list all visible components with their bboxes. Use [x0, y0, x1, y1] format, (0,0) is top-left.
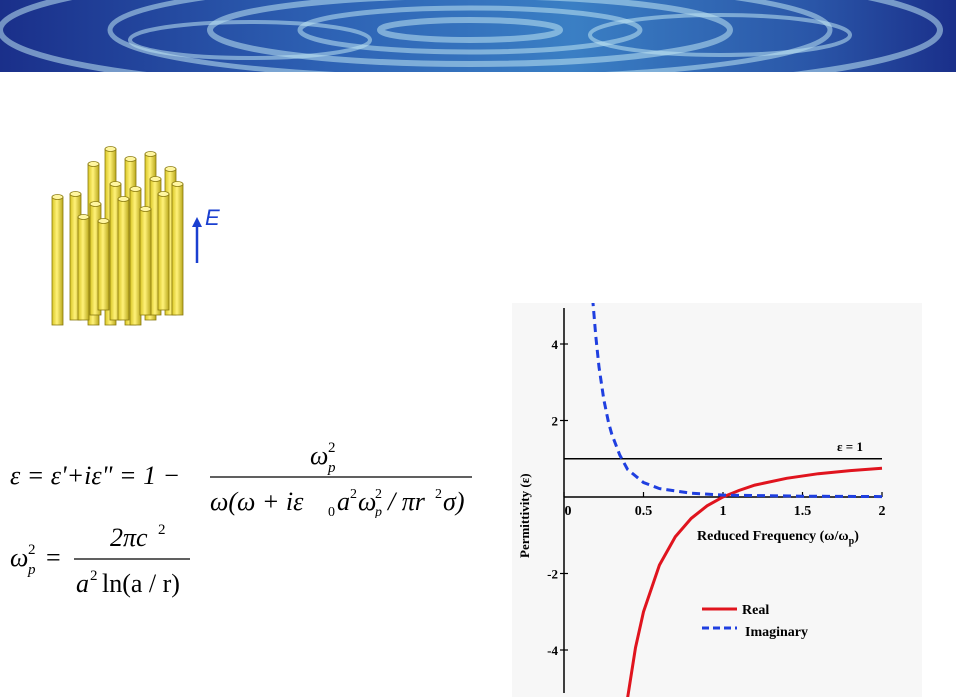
eq1-numerator-sup: 2 — [328, 440, 336, 456]
wire-rod-cap — [171, 181, 184, 187]
x-tick-label: 2 — [879, 504, 886, 519]
eq2-denominator-sup: 2 — [90, 568, 98, 584]
wire-rod-cap — [51, 194, 64, 200]
eq1-sub-zero: 0 — [328, 505, 335, 518]
wire-rod-cap — [117, 196, 130, 202]
wire-rod-cap — [129, 186, 142, 192]
wire-rod-cap — [157, 191, 170, 197]
eq1-lhs: ε = ε'+iε" = 1 − — [10, 461, 180, 490]
eq1-sup-a: 2 — [350, 487, 357, 502]
wire-rod-cap — [144, 151, 157, 157]
wire-rod-cap — [164, 166, 177, 172]
plasma-frequency-equation: ω p 2 = 2πc 2 a 2 ln(a / r) — [10, 522, 190, 598]
eq2-denominator-tail: ln(a / r) — [102, 569, 180, 598]
wire-rod — [157, 193, 170, 311]
y-axis-label: Permittivity (ε) — [517, 473, 532, 558]
eq1-sup-r: 2 — [435, 487, 442, 502]
wire-rod-cap — [124, 156, 137, 162]
legend-label-real: Real — [742, 603, 769, 618]
eq1-denominator-r: / πr — [386, 487, 426, 516]
wire-rod-cap — [139, 206, 152, 212]
wire-rod — [77, 216, 90, 321]
wire-rod-cap — [87, 161, 100, 167]
eq2-lhs: ω — [10, 543, 28, 572]
wire-rod-cap — [77, 214, 90, 220]
eq1-denominator: ω(ω + iε — [210, 487, 304, 516]
x-tick-label: 1.5 — [794, 504, 812, 519]
eq2-denominator: a — [76, 569, 89, 598]
wire-rod-cap — [97, 218, 110, 224]
wire-rod-cap — [104, 146, 117, 152]
eq1-numerator-sub: p — [327, 460, 336, 476]
header-banner — [0, 0, 956, 72]
wire-rod-cap — [149, 176, 162, 182]
wire-rod — [97, 220, 110, 311]
field-label: E — [205, 205, 220, 230]
wire-rod-cap — [109, 181, 122, 187]
legend: Real Imaginary — [702, 603, 808, 640]
permittivity-chart: 0 0.5 1 1.5 2 4 2 -2 -4 ε = 1 Reduced Frequency … — [512, 303, 922, 697]
wire-rod-cap — [89, 201, 102, 207]
y-tick-label: -2 — [547, 567, 558, 582]
x-axis-label: Reduced Frequency (ω/ωp) — [697, 529, 859, 547]
electric-field-arrow: E — [192, 205, 220, 263]
reference-line-label: ε = 1 — [837, 439, 863, 454]
eq1-denominator-omega: ω — [358, 487, 376, 516]
eq1-sub-p: p — [374, 505, 382, 518]
eq2-numerator-sup: 2 — [158, 522, 166, 538]
legend-label-imaginary: Imaginary — [745, 625, 808, 640]
wire-array-illustration: E — [51, 146, 220, 326]
permittivity-equation: ε = ε'+iε" = 1 − ω p 2 ω(ω + iε 0 a 2 ω … — [10, 440, 472, 518]
wire-rod — [139, 208, 152, 316]
eq1-denominator-a: a — [337, 487, 350, 516]
wire-rod — [171, 183, 184, 316]
y-tick-label: 2 — [552, 414, 559, 429]
eq2-numerator: 2πc — [110, 523, 148, 552]
wire-rod-cap — [69, 191, 82, 197]
eq1-denominator-sigma: σ) — [443, 487, 464, 516]
y-tick-label: -4 — [547, 643, 558, 658]
x-tick-label: 0.5 — [635, 504, 653, 519]
eq1-numerator: ω — [310, 441, 328, 470]
wire-rod — [51, 196, 64, 326]
x-tick-label: 1 — [720, 504, 727, 519]
wire-rod — [117, 198, 130, 321]
wire-rod — [129, 188, 142, 326]
series-line-real — [626, 466, 883, 697]
eq2-lhs-sup: 2 — [28, 542, 36, 558]
eq2-equals: = — [46, 543, 61, 572]
eq1-sup-p: 2 — [375, 487, 382, 502]
eq2-lhs-sub: p — [27, 562, 36, 578]
x-tick-label: 0 — [565, 504, 572, 519]
y-tick-label: 4 — [552, 337, 559, 352]
